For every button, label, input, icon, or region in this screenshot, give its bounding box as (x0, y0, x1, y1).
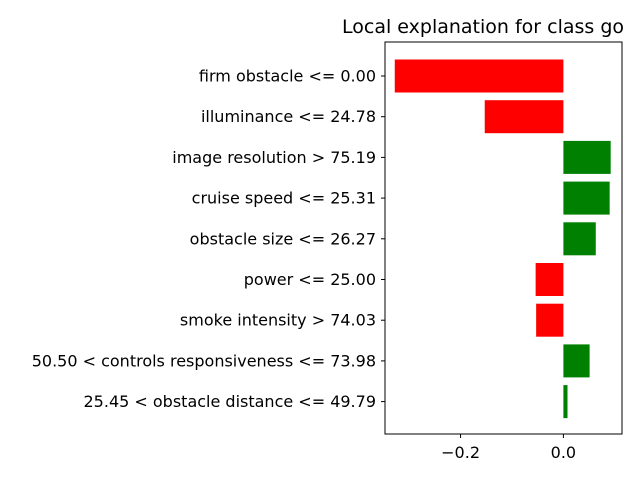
axes-frame (384, 41, 623, 435)
bars-group (394, 59, 611, 419)
y-tick-label: 25.45 < obstacle distance <= 49.79 (84, 392, 377, 411)
y-tick-label: power <= 25.00 (244, 270, 376, 289)
bar (563, 385, 568, 419)
bar (563, 181, 610, 215)
bar (563, 222, 596, 256)
bar (563, 140, 611, 174)
chart-title: Local explanation for class go (342, 16, 624, 38)
x-tick-label: 0.0 (551, 443, 576, 462)
y-tick-label: firm obstacle <= 0.00 (199, 67, 376, 86)
y-tick-label: 50.50 < controls responsiveness <= 73.98 (32, 351, 376, 370)
y-tick-label: obstacle size <= 26.27 (190, 229, 376, 248)
y-tick-label: illuminance <= 24.78 (201, 107, 376, 126)
bar (536, 303, 564, 337)
category-labels-group: firm obstacle <= 0.00 illuminance <= 24.7… (32, 67, 385, 411)
x-tick-label: −0.2 (441, 443, 480, 462)
bar (535, 263, 564, 296)
y-tick-label: image resolution > 75.19 (172, 148, 376, 167)
bar (484, 100, 564, 134)
bar (563, 344, 590, 378)
y-tick-label: cruise speed <= 25.31 (192, 189, 376, 208)
bar (394, 59, 564, 93)
x-ticks-group: −0.2 0.0 (441, 434, 576, 462)
y-tick-label: smoke intensity > 74.03 (180, 311, 376, 330)
